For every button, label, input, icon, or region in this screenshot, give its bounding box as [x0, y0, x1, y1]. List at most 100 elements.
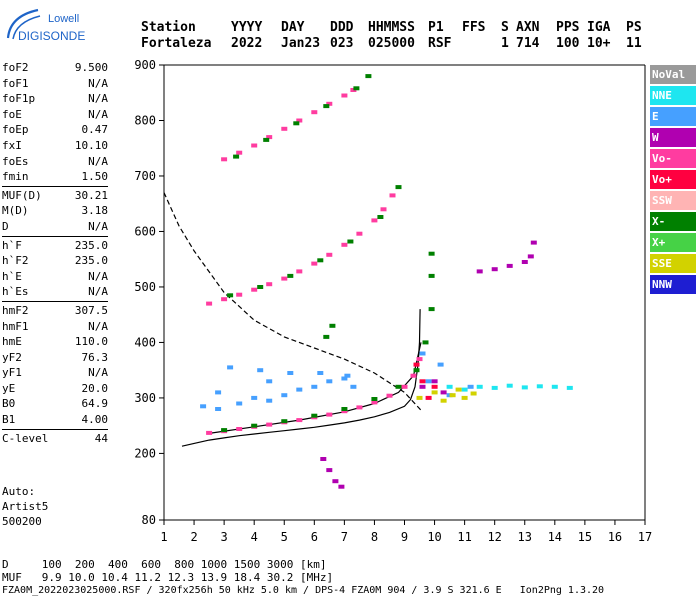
x-tick-label: 13: [518, 530, 532, 544]
param-separator: [2, 428, 108, 430]
data-point: [551, 384, 558, 389]
param-separator: [2, 185, 108, 187]
param-value: 3.18: [81, 204, 109, 218]
data-point: [419, 384, 426, 389]
data-point: [266, 282, 273, 287]
data-point: [347, 239, 354, 244]
data-point: [491, 267, 498, 272]
param-row: h`E N/A: [2, 269, 108, 285]
data-point: [266, 422, 273, 427]
data-point: [440, 398, 447, 403]
x-tick-label: 4: [251, 530, 258, 544]
y-tick-label: 900: [134, 58, 156, 72]
param-name: D: [2, 219, 9, 233]
param-name: yF1: [2, 366, 22, 380]
param-row: yE 20.0: [2, 381, 108, 397]
data-point: [287, 273, 294, 278]
data-point: [371, 397, 378, 401]
data-point: [227, 293, 234, 298]
data-point: [536, 384, 543, 389]
data-point: [311, 261, 318, 266]
param-name: foEs: [2, 154, 29, 168]
header-value-11: 11: [626, 36, 642, 51]
legend-item: Vo+: [650, 170, 696, 189]
x-tick-label: 7: [341, 530, 348, 544]
data-point: [296, 418, 303, 423]
data-point: [251, 143, 258, 148]
header-value-0: Fortaleza: [141, 36, 212, 51]
x-tick-label: 3: [221, 530, 228, 544]
data-point: [521, 385, 528, 390]
param-value: 10.10: [74, 138, 108, 152]
logo-line2: DIGISONDE: [18, 29, 85, 43]
param-value: 307.5: [74, 303, 108, 317]
param-row: fmin 1.50: [2, 169, 108, 185]
param-value: 4.00: [81, 413, 109, 427]
data-point: [233, 154, 240, 159]
data-point: [506, 263, 513, 268]
data-point: [530, 240, 537, 245]
x-tick-label: 1: [160, 530, 167, 544]
data-point: [401, 384, 408, 389]
data-point: [296, 269, 303, 274]
header-label-8: AXN: [516, 20, 540, 35]
data-point: [353, 86, 360, 91]
param-name: yE: [2, 381, 16, 395]
data-point: [287, 371, 294, 375]
param-value: 30.21: [74, 188, 108, 202]
data-point: [263, 137, 270, 142]
data-point: [437, 362, 444, 367]
param-name: C-level: [2, 431, 49, 445]
data-point: [215, 390, 222, 395]
data-point: [386, 393, 393, 398]
data-point: [416, 395, 423, 400]
param-value: 76.3: [81, 350, 109, 364]
param-value: N/A: [88, 76, 108, 90]
data-point: [296, 118, 303, 123]
y-tick-label: 500: [134, 280, 156, 294]
param-row: foF2 9.500: [2, 60, 108, 76]
param-name: hmF1: [2, 319, 29, 333]
data-point: [371, 400, 378, 405]
data-point: [311, 413, 318, 418]
data-point: [395, 185, 402, 190]
data-point: [380, 207, 387, 212]
param-row: hmF1 N/A: [2, 319, 108, 335]
data-point: [413, 362, 420, 367]
data-point: [215, 407, 222, 411]
header-value-9: 100: [556, 36, 580, 51]
data-point: [236, 401, 243, 406]
data-point: [566, 385, 573, 390]
polarization-legend: NoVal NNE E W Vo- Vo+ SSW X- X+ SSE NNW: [650, 65, 696, 296]
data-point: [428, 307, 435, 312]
data-point: [317, 258, 324, 263]
y-tick-label: 400: [134, 335, 156, 349]
data-point: [221, 157, 228, 162]
data-point: [311, 384, 318, 389]
header-label-7: S: [501, 20, 509, 35]
data-point: [461, 395, 468, 400]
param-name: hmE: [2, 335, 22, 349]
data-point: [350, 384, 357, 389]
param-name: MUF(D): [2, 188, 42, 202]
param-value: 20.0: [81, 381, 109, 395]
x-tick-label: 11: [457, 530, 471, 544]
x-tick-label: 5: [281, 530, 288, 544]
header-label-3: DDD: [330, 20, 354, 35]
param-row: h`Es N/A: [2, 284, 108, 300]
data-point: [236, 292, 243, 297]
data-point: [326, 252, 333, 257]
x-tick-label: 2: [190, 530, 197, 544]
param-value: N/A: [88, 154, 108, 168]
data-point: [506, 383, 513, 388]
param-value: 64.9: [81, 397, 109, 411]
legend-item: X+: [650, 233, 696, 252]
param-separator: [2, 235, 108, 237]
x-tick-label: 10: [427, 530, 441, 544]
x-tick-label: 8: [371, 530, 378, 544]
param-row: B0 64.9: [2, 396, 108, 412]
data-point: [200, 404, 207, 409]
data-point: [338, 484, 345, 489]
data-point: [221, 428, 228, 433]
param-value: 0.47: [81, 123, 109, 137]
